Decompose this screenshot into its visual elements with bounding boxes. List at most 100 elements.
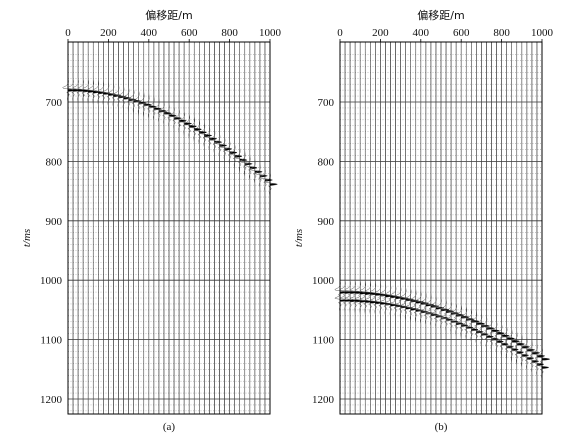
x-tick-label: 600 (181, 27, 198, 39)
trace-wiggle (364, 42, 379, 414)
trace-wiggle (460, 42, 476, 414)
trace-wiggle (234, 42, 248, 414)
y-axis-title: t/ms (293, 229, 305, 247)
trace-wiggle (500, 42, 516, 414)
y-tick-label: 1000 (40, 275, 63, 287)
trace-peak-fill (425, 304, 434, 318)
trace-peak-fill (204, 134, 212, 140)
trace-peak-fill (501, 334, 510, 349)
trace-peak-fill (169, 114, 177, 120)
trace-peak-fill (542, 358, 550, 372)
trace-peak-fill (461, 316, 469, 330)
trace-wiggle (178, 42, 193, 414)
x-tick-label: 0 (65, 27, 71, 39)
x-tick-label: 800 (493, 27, 510, 39)
trace-peak-fill (209, 138, 217, 143)
trace-wiggle (203, 42, 218, 414)
trace-wiggle (112, 42, 127, 414)
y-axis-title: t/ms (21, 229, 33, 247)
trace-wiggle (440, 42, 455, 414)
trace-wiggle (516, 42, 531, 414)
trace-peak-fill (410, 300, 419, 314)
trace-wiggle (465, 42, 480, 414)
y-tick-label: 1100 (40, 335, 62, 347)
trace-wiggle (198, 42, 213, 414)
y-tick-label: 900 (318, 216, 335, 228)
x-tick-label: 200 (372, 27, 389, 39)
trace-wiggle (244, 42, 258, 414)
trace-wiggle (92, 42, 107, 414)
trace-wiggle (536, 42, 551, 414)
trace-wiggle (349, 42, 364, 414)
trace-peak-fill (234, 155, 242, 161)
trace-peak-fill (214, 141, 222, 147)
trace-peak-fill (199, 131, 207, 137)
trace-peak-fill (430, 305, 439, 320)
trace-peak-fill (451, 312, 460, 326)
trace-wiggle (77, 42, 91, 414)
trace-wiggle (359, 42, 375, 414)
trace-wiggle (531, 42, 546, 414)
y-tick-label: 800 (46, 156, 63, 168)
trace-wiggle (420, 42, 435, 414)
trace-peak-fill (189, 125, 197, 131)
trace-wiggle (183, 42, 198, 414)
trace-wiggle (496, 42, 511, 414)
trace-peak-fill (521, 346, 530, 360)
trace-wiggle (158, 42, 173, 414)
trace-wiggle (475, 42, 491, 414)
trace-wiggle (410, 42, 424, 414)
trace-wiggle (138, 42, 152, 414)
trace-peak-fill (360, 292, 369, 306)
trace-wiggle (450, 42, 465, 414)
trace-wiggle (248, 42, 263, 414)
y-tick-label: 900 (46, 216, 63, 228)
trace-wiggle (208, 42, 223, 414)
panel-label: (b) (435, 421, 448, 433)
trace-wiggle (259, 42, 274, 414)
x-tick-label: 200 (100, 27, 117, 39)
trace-wiggle (163, 42, 178, 414)
trace-wiggle (375, 42, 389, 414)
trace-peak-fill (441, 309, 450, 323)
trace-peak-fill (380, 294, 389, 308)
trace-wiggle (87, 42, 102, 414)
trace-wiggle (399, 42, 415, 414)
trace-wiggle (445, 42, 461, 414)
x-tick-label: 400 (413, 27, 430, 39)
trace-wiggle (470, 42, 485, 414)
trace-peak-fill (355, 291, 363, 306)
trace-wiggle (147, 42, 162, 414)
trace-peak-fill (163, 112, 172, 118)
trace-wiggle (253, 42, 269, 414)
trace-peak-fill (531, 352, 540, 366)
chart-panel: 0 200 400 600 800 1000 偏移距/m 700 800 900 1000 1100 1… (293, 8, 554, 433)
y-tick-label: 1100 (312, 335, 334, 347)
trace-peak-fill (270, 183, 278, 189)
x-axis-title: 偏移距/m (145, 8, 192, 22)
trace-wiggle (67, 42, 81, 414)
trace-wiggle (117, 42, 131, 414)
trace-peak-fill (405, 298, 414, 312)
trace-wiggle (128, 42, 142, 414)
trace-peak-fill (340, 291, 349, 305)
trace-peak-fill (179, 120, 187, 126)
trace-wiggle (506, 42, 521, 414)
trace-wiggle (62, 42, 76, 414)
trace-wiggle (213, 42, 227, 414)
trace-wiggle (405, 42, 420, 414)
trace-peak-fill (264, 179, 273, 185)
trace-wiggle (102, 42, 117, 414)
trace-wiggle (430, 42, 445, 414)
trace-wiggle (339, 42, 355, 414)
trace-wiggle (72, 42, 87, 414)
y-tick-label: 1200 (312, 394, 335, 406)
y-tick-label: 1200 (40, 394, 63, 406)
panel-label: (a) (163, 421, 176, 433)
x-tick-label: 1000 (259, 27, 282, 39)
trace-peak-fill (435, 307, 444, 321)
trace-peak-fill (128, 99, 137, 104)
trace-peak-fill (244, 163, 253, 168)
trace-wiggle (511, 42, 525, 414)
